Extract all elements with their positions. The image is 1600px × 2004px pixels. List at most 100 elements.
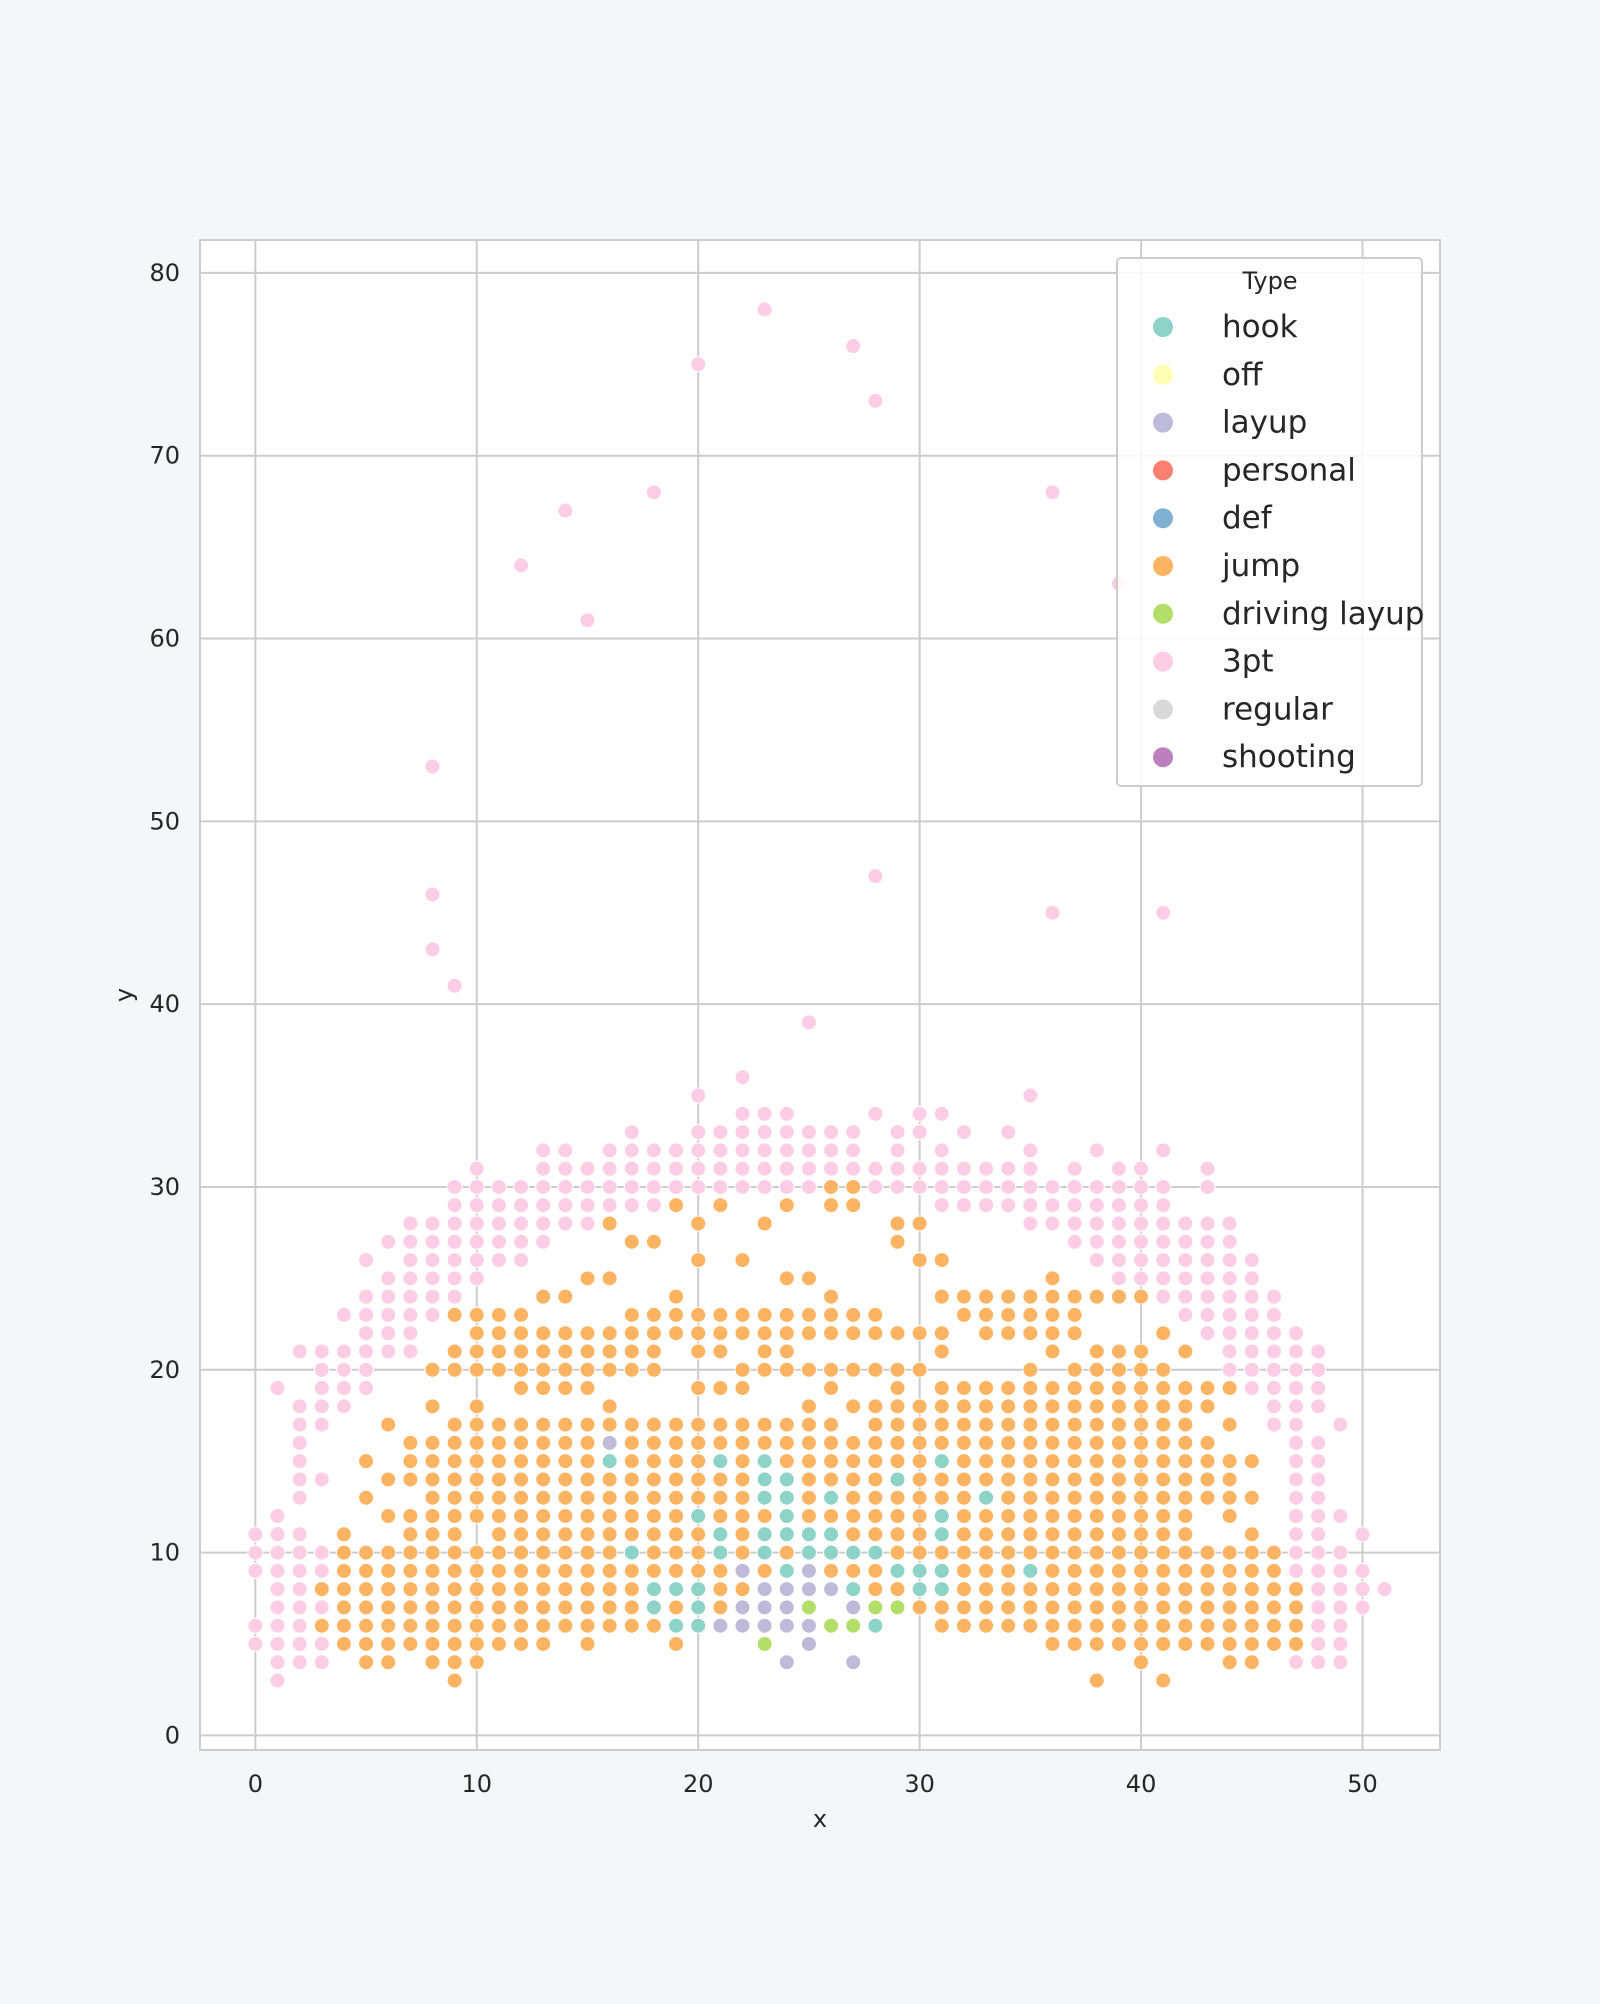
data-point-hook bbox=[867, 1544, 884, 1561]
data-point-3pt bbox=[734, 1160, 751, 1177]
data-point-3pt bbox=[358, 1252, 375, 1269]
data-point-jump bbox=[1044, 1380, 1061, 1397]
data-point-jump bbox=[490, 1361, 507, 1378]
data-point-3pt bbox=[380, 1270, 397, 1287]
data-point-jump bbox=[933, 1544, 950, 1561]
data-point-jump bbox=[1199, 1544, 1216, 1561]
data-point-jump bbox=[778, 1343, 795, 1360]
data-point-jump bbox=[845, 1398, 862, 1415]
x-tick-label: 40 bbox=[1126, 1770, 1157, 1798]
data-point-jump bbox=[756, 1416, 773, 1433]
data-point-3pt bbox=[1000, 1160, 1017, 1177]
data-point-3pt bbox=[269, 1581, 286, 1598]
data-point-3pt bbox=[402, 1325, 419, 1342]
data-point-jump bbox=[645, 1233, 662, 1250]
data-point-jump bbox=[645, 1471, 662, 1488]
data-point-jump bbox=[490, 1306, 507, 1323]
data-point-jump bbox=[424, 1544, 441, 1561]
data-point-jump bbox=[623, 1306, 640, 1323]
data-point-3pt bbox=[513, 1197, 530, 1214]
data-point-3pt bbox=[690, 1124, 707, 1141]
data-point-3pt bbox=[424, 1270, 441, 1287]
data-point-3pt bbox=[889, 1160, 906, 1177]
data-point-jump bbox=[1155, 1672, 1172, 1689]
data-point-3pt bbox=[1155, 1142, 1172, 1159]
data-point-jump bbox=[734, 1416, 751, 1433]
data-point-jump bbox=[690, 1252, 707, 1269]
data-point-3pt bbox=[335, 1361, 352, 1378]
data-point-3pt bbox=[1265, 1361, 1282, 1378]
data-point-jump bbox=[1066, 1562, 1083, 1579]
data-point-3pt bbox=[1243, 1306, 1260, 1323]
data-point-jump bbox=[1000, 1581, 1017, 1598]
data-point-3pt bbox=[823, 1142, 840, 1159]
data-point-3pt bbox=[335, 1343, 352, 1360]
data-point-3pt bbox=[867, 1105, 884, 1122]
data-point-jump bbox=[933, 1325, 950, 1342]
data-point-jump bbox=[1133, 1416, 1150, 1433]
data-point-jump bbox=[1221, 1416, 1238, 1433]
data-point-jump bbox=[1177, 1398, 1194, 1415]
data-point-jump bbox=[623, 1508, 640, 1525]
data-point-jump bbox=[535, 1380, 552, 1397]
data-point-3pt bbox=[579, 1215, 596, 1232]
data-point-3pt bbox=[1199, 1215, 1216, 1232]
data-point-jump bbox=[845, 1178, 862, 1195]
data-point-jump bbox=[1221, 1562, 1238, 1579]
data-point-jump bbox=[867, 1306, 884, 1323]
data-point-jump bbox=[446, 1471, 463, 1488]
data-point-jump bbox=[734, 1306, 751, 1323]
data-point-jump bbox=[1000, 1489, 1017, 1506]
data-point-3pt bbox=[247, 1617, 264, 1634]
data-point-jump bbox=[933, 1288, 950, 1305]
data-point-jump bbox=[424, 1398, 441, 1415]
data-point-jump bbox=[446, 1635, 463, 1652]
data-point-jump bbox=[601, 1398, 618, 1415]
data-point-3pt bbox=[446, 1288, 463, 1305]
data-point-driving-layup bbox=[800, 1599, 817, 1616]
data-point-3pt bbox=[645, 484, 662, 501]
data-point-jump bbox=[645, 1325, 662, 1342]
data-point-3pt bbox=[424, 1252, 441, 1269]
data-point-3pt bbox=[1288, 1562, 1305, 1579]
y-axis-label: y bbox=[110, 988, 138, 1002]
data-point-3pt bbox=[402, 1306, 419, 1323]
data-point-3pt bbox=[1110, 1252, 1127, 1269]
data-point-jump bbox=[1110, 1398, 1127, 1415]
data-point-3pt bbox=[1288, 1489, 1305, 1506]
data-point-3pt bbox=[955, 1124, 972, 1141]
data-point-jump bbox=[601, 1416, 618, 1433]
data-point-3pt bbox=[1044, 1178, 1061, 1195]
data-point-jump bbox=[1110, 1599, 1127, 1616]
data-point-jump bbox=[1066, 1434, 1083, 1451]
data-point-3pt bbox=[1265, 1288, 1282, 1305]
data-point-jump bbox=[1155, 1508, 1172, 1525]
data-point-3pt bbox=[535, 1233, 552, 1250]
data-point-jump bbox=[468, 1617, 485, 1634]
data-point-3pt bbox=[1310, 1343, 1327, 1360]
legend-label: hook bbox=[1222, 309, 1298, 345]
data-point-jump bbox=[1044, 1288, 1061, 1305]
data-point-hook bbox=[712, 1526, 729, 1543]
data-point-3pt bbox=[1310, 1654, 1327, 1671]
data-point-hook bbox=[823, 1544, 840, 1561]
data-point-3pt bbox=[889, 1124, 906, 1141]
data-point-jump bbox=[535, 1343, 552, 1360]
data-point-jump bbox=[490, 1635, 507, 1652]
data-point-jump bbox=[845, 1197, 862, 1214]
legend: Type hook off layup personal def jump driving … bbox=[1116, 257, 1424, 787]
data-point-3pt bbox=[1221, 1252, 1238, 1269]
data-point-jump bbox=[645, 1526, 662, 1543]
data-point-jump bbox=[490, 1599, 507, 1616]
data-point-3pt bbox=[1110, 1178, 1127, 1195]
data-point-3pt bbox=[845, 338, 862, 355]
data-point-3pt bbox=[535, 1178, 552, 1195]
data-point-layup bbox=[845, 1654, 862, 1671]
data-point-3pt bbox=[1288, 1544, 1305, 1561]
data-point-jump bbox=[1243, 1617, 1260, 1634]
data-point-layup bbox=[756, 1599, 773, 1616]
data-point-3pt bbox=[468, 1178, 485, 1195]
data-point-jump bbox=[1000, 1526, 1017, 1543]
data-point-3pt bbox=[690, 1087, 707, 1104]
